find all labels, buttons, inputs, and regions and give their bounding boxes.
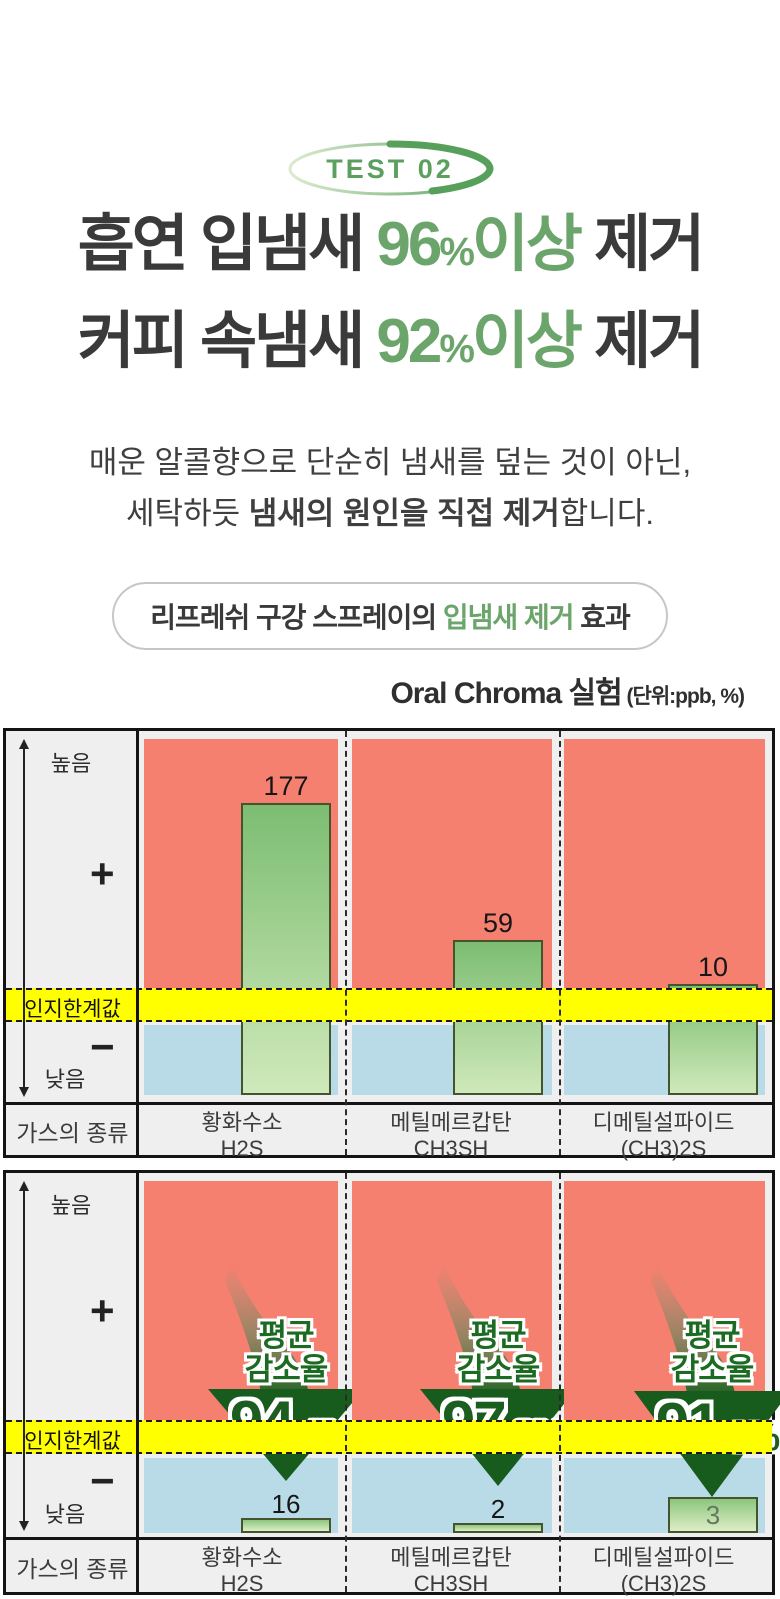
panel-divider [136,731,139,1155]
swoosh-tail-icon [225,1263,309,1393]
column-separator [345,731,347,1155]
avg-reduction-label: 평균 감소율 [670,1318,755,1387]
after-value: 3 [705,1500,721,1530]
axis-low-label: 낮음 [44,1067,86,1092]
axis-minus-sign: − [90,1457,115,1504]
threshold-band [6,988,772,1022]
subtext: 매운 알콜향으로 단순히 냄새를 덮는 것이 아닌, 세탁하듯 냄새의 원인을 … [0,437,780,539]
axis-range-arrow [19,1181,29,1531]
avg-reduction-label: 평균 감소율 [456,1318,541,1387]
swoosh-tail-icon [437,1263,521,1393]
category-ch32s: 디메틸설파이드 (CH3)2S [592,1545,735,1596]
category-h2s: 황화수소 H2S [201,1545,283,1596]
axis-low-label: 낮음 [44,1502,86,1527]
category-ch3sh: 메틸메르캅탄 CH3SH [390,1545,512,1596]
chart-title: Oral Chroma 실험 (단위:ppb, %) [390,677,745,710]
after-value: 16 [271,1489,301,1519]
axis-high-label: 높음 [50,1193,92,1218]
column-separator [345,1173,347,1592]
headline-line1: 흡연 입냄새 96%이상 제거 [77,210,706,279]
threshold-label: 인지한계값 [24,1430,121,1453]
bar-after-ch3sh [453,1523,543,1533]
chart1-col-ch32s: 10 8 [559,731,772,1102]
category-ch3sh: 메틸메르캅탄 CH3SH [390,1110,512,1161]
bar-after-ch32s [668,1497,758,1533]
column-separator [559,1173,561,1592]
effect-pill: 리프레쉬 구강 스프레이의 입냄새 제거 효과 [0,582,780,650]
chart1-col-h2s: 177 112 [139,731,345,1102]
axis-plus-sign: + [90,850,115,897]
badge-label: TEST 02 [326,154,454,184]
threshold-label: 인지한계값 [24,998,121,1021]
axis-plus-sign: + [90,1287,115,1334]
headline-line2: 커피 속냄새 92%이상 제거 [77,307,706,376]
chart-before: 높음 + 인지한계값 − 낮음 177 112 59 26 10 8 가스의 종… [3,728,775,1161]
high-region [564,739,765,988]
oval-badge-icon [288,140,494,196]
subtext-line2: 세탁하듯 냄새의 원인을 직접 제거합니다. [126,496,654,531]
category-header: 가스의 종류 [16,1119,129,1146]
after-value: 2 [490,1494,506,1524]
bar-after-h2s [241,1518,331,1533]
bar-h2s [241,803,331,1095]
axis-range-arrow [19,739,29,1097]
panel-divider [136,1173,139,1592]
column-separator [559,731,561,1155]
threshold-band [6,1420,772,1454]
swoosh-tail-icon [651,1263,735,1393]
bar-value: 59 [482,908,514,938]
axis-minus-sign: − [90,1023,115,1070]
category-h2s: 황화수소 H2S [201,1110,283,1161]
bar-value: 177 [263,771,309,801]
category-row: 가스의 종류 황화수소 H2S 메틸메르캅탄 CH3SH 디메틸설파이드 (CH3)2… [6,1102,772,1161]
test-badge: TEST 02 [0,140,780,202]
chart1-col-ch3sh: 59 26 [347,731,559,1102]
headline: 흡연 입냄새 96%이상 제거 커피 속냄새 92%이상 제거 [0,200,780,394]
category-header: 가스의 종류 [16,1555,129,1582]
bar-value: 10 [697,952,729,982]
category-ch32s: 디메틸설파이드 (CH3)2S [592,1110,735,1161]
subtext-line1: 매운 알콜향으로 단순히 냄새를 덮는 것이 아닌, [88,445,692,480]
avg-reduction-label: 평균 감소율 [244,1318,329,1387]
axis-high-label: 높음 [50,751,92,776]
category-row: 가스의 종류 황화수소 H2S 메틸메르캅탄 CH3SH 디메틸설파이드 (CH3)2… [6,1537,772,1596]
